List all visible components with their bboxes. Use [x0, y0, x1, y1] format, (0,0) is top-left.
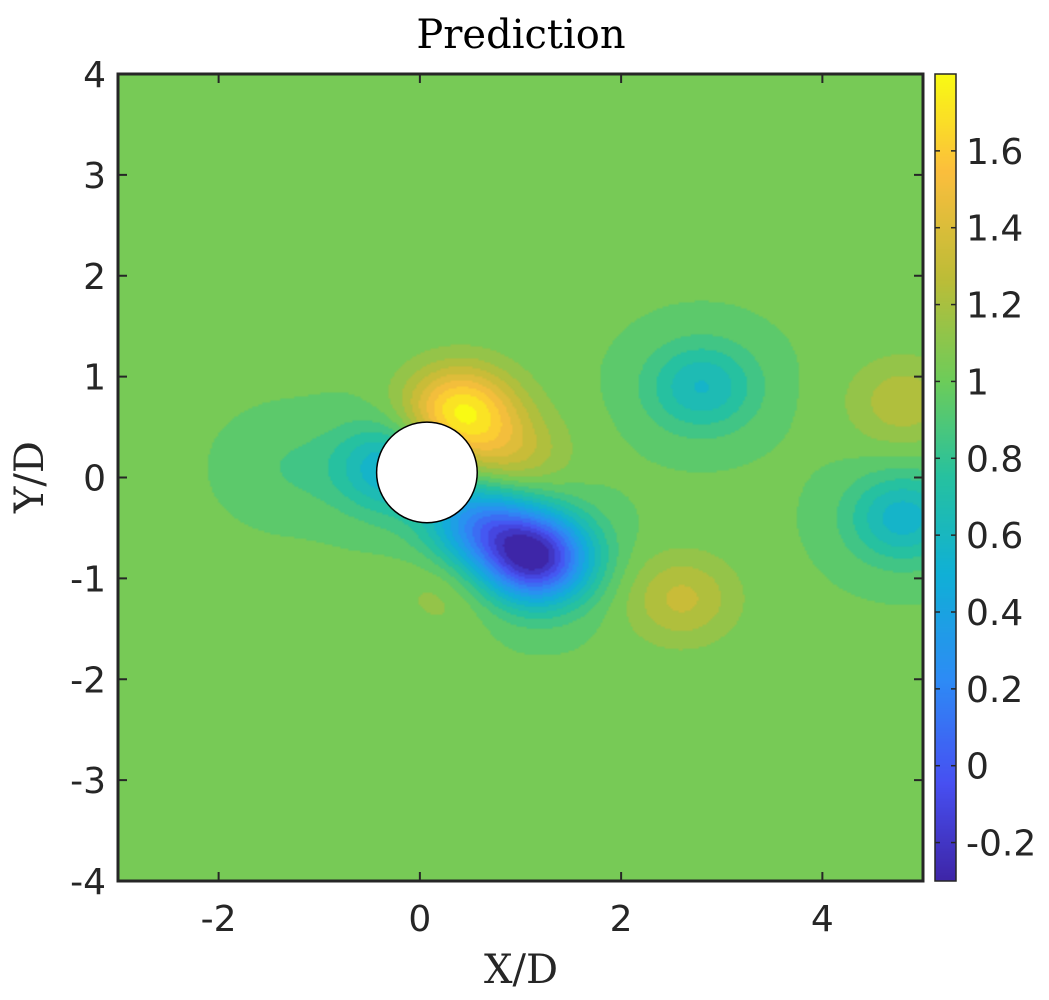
colorbar-frame [934, 73, 957, 882]
x-tick-label: 2 [610, 899, 633, 940]
colorbar-tick-label: 1.6 [966, 132, 1023, 173]
colorbar-tick-label: 0.6 [966, 516, 1023, 557]
y-tick-label: 0 [83, 459, 106, 500]
y-axis-ticks: -4 -3 -2 -1 0 1 2 3 4 [70, 55, 923, 903]
x-axis-label: X/D [484, 947, 558, 993]
cylinder-obstacle [375, 421, 478, 524]
colorbar-tick-label: 1.4 [966, 209, 1023, 250]
colorbar: -0.2 0 0.2 0.4 0.6 0.8 1 1.2 1.4 1.6 [934, 73, 1036, 882]
y-tick-label: 4 [83, 55, 106, 96]
colorbar-gradient [935, 74, 956, 881]
x-tick-label: -2 [201, 899, 237, 940]
y-tick-label: 1 [83, 358, 106, 399]
y-tick-label: -3 [70, 761, 106, 802]
x-axis-ticks: -2 0 2 4 [201, 74, 834, 940]
colorbar-ticks: -0.2 0 0.2 0.4 0.6 0.8 1 1.2 1.4 1.6 [935, 132, 1036, 865]
colorbar-tick-label: 0.2 [966, 670, 1023, 711]
contour-field [118, 74, 923, 881]
colorbar-tick-label: 0.4 [966, 593, 1023, 634]
colorbar-tick-label: 1.2 [966, 286, 1023, 327]
y-tick-label: -1 [70, 559, 106, 600]
chart-title: Prediction [416, 12, 625, 58]
y-tick-label: -2 [70, 660, 106, 701]
y-axis-label: Y/D [7, 441, 53, 514]
colorbar-tick-label: 0.8 [966, 439, 1023, 480]
x-tick-label: 0 [408, 899, 431, 940]
colorbar-tick-label: 0 [966, 747, 989, 788]
y-tick-label: 3 [83, 156, 106, 197]
colorbar-tick-label: 1 [966, 362, 989, 403]
y-tick-label: 2 [83, 257, 106, 298]
y-tick-label: -4 [70, 862, 106, 903]
colorbar-tick-label: -0.2 [966, 824, 1036, 865]
plot-area [116, 72, 925, 883]
x-tick-label: 4 [811, 899, 834, 940]
